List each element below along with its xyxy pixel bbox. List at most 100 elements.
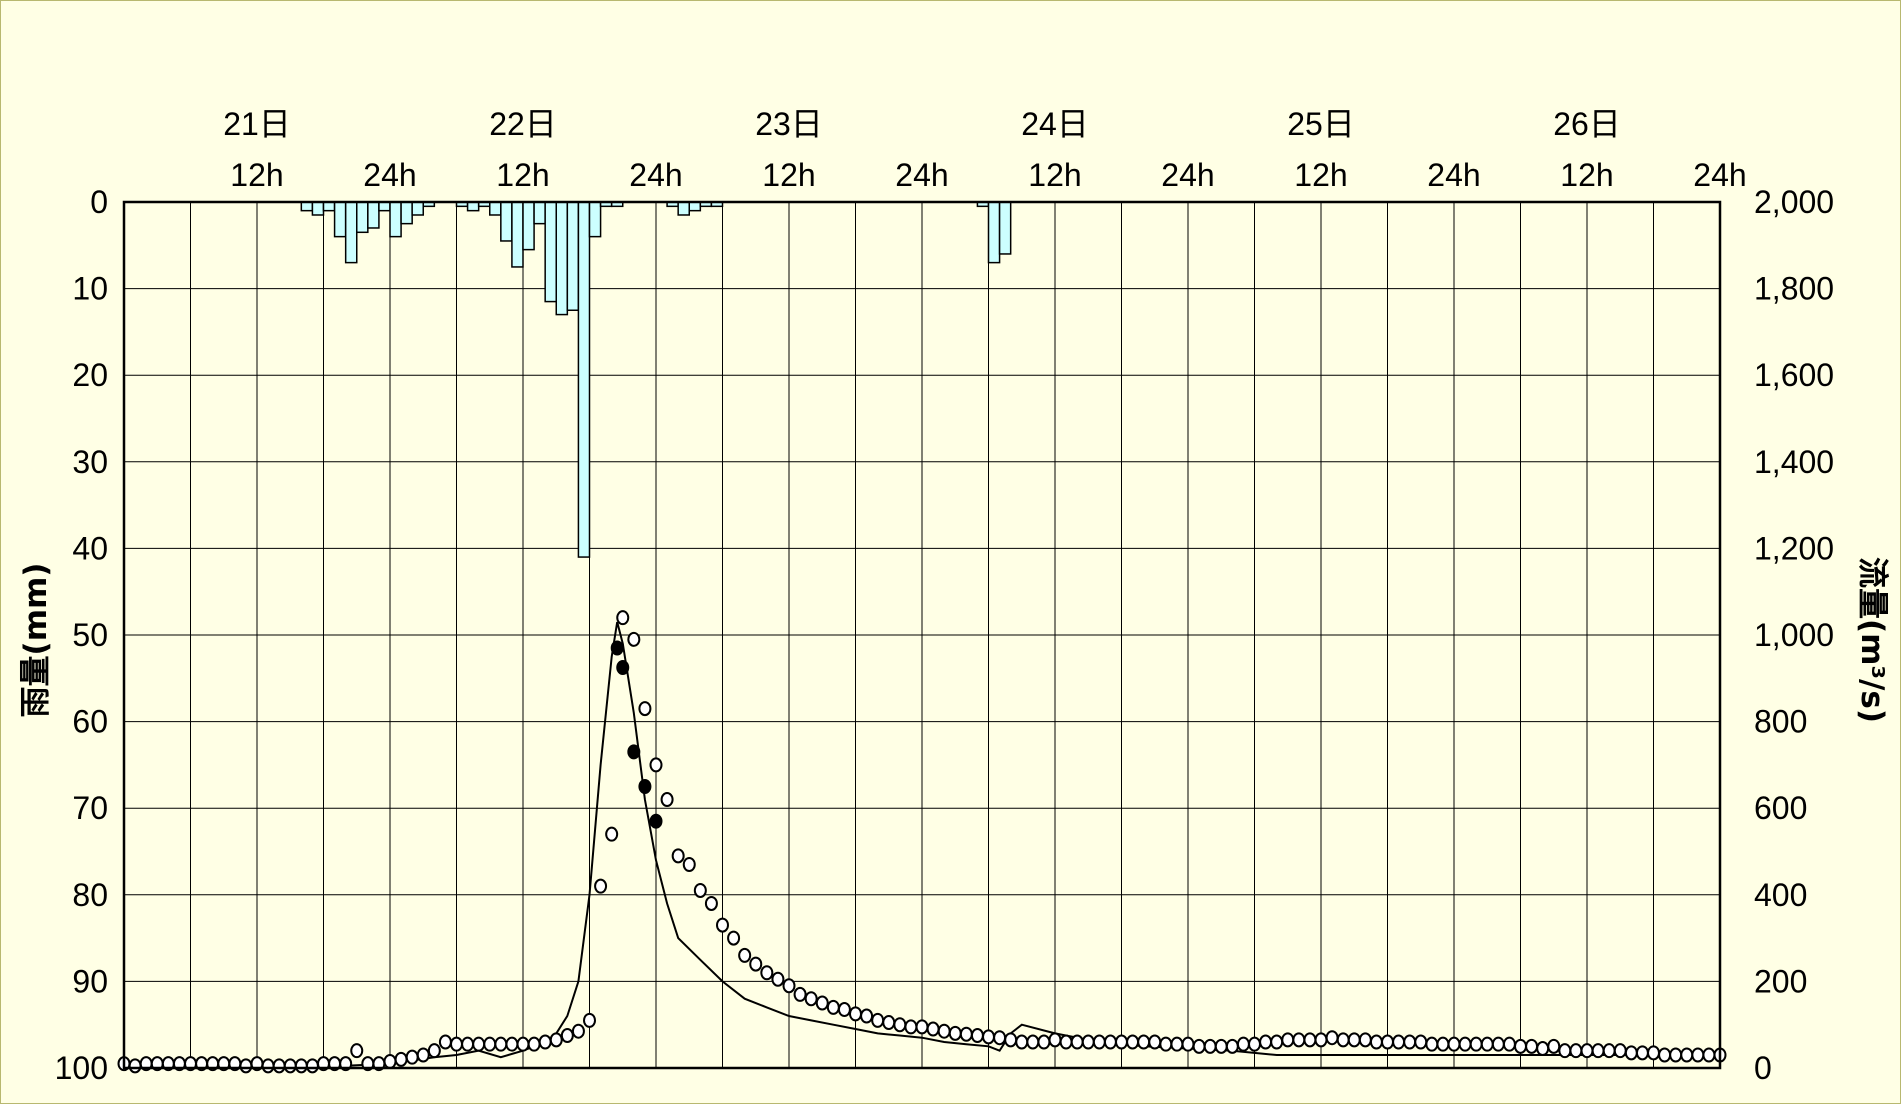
hour-tick-label: 12h bbox=[230, 157, 283, 193]
observed-flow-point bbox=[1004, 1032, 1018, 1048]
observed-flow-point bbox=[1647, 1045, 1660, 1061]
observed-flow-point bbox=[1248, 1036, 1261, 1052]
observed-flow-point bbox=[1436, 1036, 1450, 1052]
observed-flow-point bbox=[516, 1036, 530, 1052]
observed-flow-point bbox=[1203, 1038, 1217, 1054]
observed-flow-point bbox=[416, 1047, 430, 1063]
flow-tick-label: 1,200 bbox=[1754, 530, 1834, 566]
observed-flow-point bbox=[1680, 1047, 1694, 1063]
rainfall-bar bbox=[411, 201, 424, 216]
observed-flow-point bbox=[1658, 1047, 1672, 1063]
observed-flow-point bbox=[1092, 1034, 1106, 1050]
rainfall-bar bbox=[566, 201, 580, 311]
rainfall-bar bbox=[998, 201, 1012, 255]
observed-flow-point bbox=[649, 757, 663, 773]
observed-flow-point-filled bbox=[649, 813, 663, 829]
observed-flow-point bbox=[815, 995, 829, 1011]
observed-flow-point bbox=[405, 1049, 419, 1065]
observed-flow-point bbox=[450, 1036, 463, 1052]
rainfall-bars bbox=[300, 201, 1012, 558]
rainfall-bar bbox=[356, 201, 369, 234]
flow-tick-label: 600 bbox=[1754, 790, 1807, 826]
observed-flow-point bbox=[782, 978, 796, 994]
observed-flow-point bbox=[1547, 1038, 1561, 1054]
observed-flow-point bbox=[1347, 1032, 1361, 1048]
day-tick-label: 22日 bbox=[489, 106, 557, 142]
observed-flow-point bbox=[605, 826, 619, 842]
observed-flow-point bbox=[583, 1012, 596, 1028]
rain-tick-label: 70 bbox=[72, 790, 108, 826]
rain-tick-label: 30 bbox=[72, 444, 108, 480]
observed-flow-point bbox=[826, 999, 840, 1015]
observed-flow-point bbox=[1015, 1034, 1029, 1050]
observed-flow-point bbox=[1558, 1043, 1572, 1059]
observed-flow-point bbox=[483, 1036, 497, 1052]
rainfall-bar bbox=[688, 201, 702, 212]
hour-tick-label: 12h bbox=[1028, 157, 1081, 193]
observed-flow-point bbox=[1148, 1034, 1162, 1050]
rainfall-bar bbox=[300, 201, 314, 212]
rainfall-bar bbox=[577, 201, 591, 558]
observed-flow-point bbox=[793, 986, 807, 1002]
observed-flow-point bbox=[283, 1058, 297, 1074]
observed-flow-point bbox=[261, 1058, 275, 1074]
observed-flow-point bbox=[1702, 1047, 1716, 1063]
grid bbox=[124, 202, 1720, 1068]
flow-tick-label: 0 bbox=[1754, 1050, 1772, 1086]
observed-flow-point bbox=[1569, 1043, 1583, 1059]
observed-flow-point bbox=[660, 792, 674, 808]
observed-flow-point bbox=[1303, 1032, 1317, 1048]
observed-flow-point bbox=[1502, 1036, 1516, 1052]
right-axis-title: 流量(m³/s) bbox=[1854, 557, 1890, 723]
rainfall-bar bbox=[555, 201, 569, 316]
hour-tick-label: 12h bbox=[1294, 157, 1347, 193]
observed-flow-point bbox=[837, 1002, 851, 1018]
rainfall-bar bbox=[500, 201, 513, 242]
flow-tick-label: 1,000 bbox=[1754, 617, 1834, 653]
rain-tick-label: 50 bbox=[72, 617, 108, 653]
observed-flow-point bbox=[560, 1028, 574, 1044]
observed-flow-point bbox=[1491, 1036, 1505, 1052]
hour-tick-label: 24h bbox=[895, 157, 948, 193]
hour-tick-label: 24h bbox=[363, 157, 416, 193]
observed-flow-point bbox=[1070, 1034, 1084, 1050]
observed-flow-point bbox=[383, 1054, 397, 1070]
rain-tick-label: 100 bbox=[55, 1050, 108, 1086]
observed-flow-point bbox=[1281, 1032, 1295, 1048]
rainfall-bar bbox=[466, 201, 480, 212]
rainfall-bar bbox=[544, 201, 558, 303]
observed-flow-point bbox=[1026, 1034, 1040, 1050]
hour-tick-label: 12h bbox=[762, 157, 815, 193]
rainfall-bar bbox=[533, 201, 546, 225]
observed-flow-point bbox=[616, 610, 630, 626]
observed-flow-point bbox=[1480, 1036, 1494, 1052]
observed-flow-point bbox=[505, 1036, 519, 1052]
observed-flow-point bbox=[937, 1023, 951, 1039]
observed-flow-point bbox=[1369, 1034, 1383, 1050]
observed-flow-point bbox=[1414, 1034, 1428, 1050]
observed-flow-point bbox=[1447, 1036, 1461, 1052]
rainfall-bar bbox=[311, 201, 325, 216]
rainfall-bar bbox=[511, 201, 524, 268]
observed-flow-point bbox=[904, 1019, 918, 1035]
rainfall-bar bbox=[677, 201, 691, 216]
observed-flow-point bbox=[571, 1023, 585, 1039]
observed-flow-point bbox=[1192, 1038, 1206, 1054]
rainfall-bar bbox=[378, 201, 391, 212]
rainfall-bar bbox=[389, 201, 402, 238]
rain-tick-label: 0 bbox=[90, 184, 108, 220]
observed-flow-point bbox=[760, 965, 774, 981]
observed-flow-point bbox=[1381, 1034, 1394, 1050]
observed-flow-point-filled bbox=[627, 744, 641, 760]
observed-flow-point bbox=[915, 1019, 929, 1035]
rainfall-bar bbox=[322, 201, 336, 212]
observed-flow-point bbox=[1591, 1043, 1605, 1059]
rain-tick-label: 10 bbox=[72, 271, 108, 307]
observed-flow-point bbox=[239, 1058, 253, 1074]
observed-flow-point bbox=[893, 1017, 907, 1033]
observed-flow-point bbox=[1059, 1034, 1073, 1050]
observed-flow-point bbox=[1170, 1036, 1184, 1052]
observed-flow-point bbox=[1137, 1034, 1151, 1050]
observed-flow-point-filled bbox=[616, 659, 630, 675]
rain-tick-label: 40 bbox=[72, 530, 108, 566]
